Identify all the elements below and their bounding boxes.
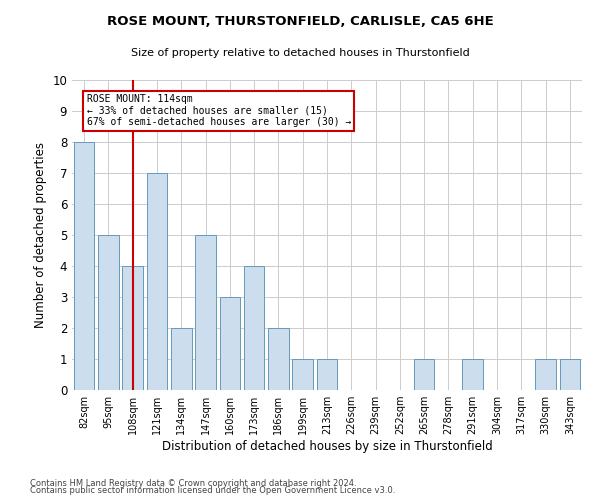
Bar	[171, 328, 191, 390]
Bar	[268, 328, 289, 390]
Text: Size of property relative to detached houses in Thurstonfield: Size of property relative to detached ho…	[131, 48, 469, 58]
Bar	[463, 359, 483, 390]
Text: ROSE MOUNT: 114sqm
← 33% of detached houses are smaller (15)
67% of semi-detache: ROSE MOUNT: 114sqm ← 33% of detached hou…	[86, 94, 351, 127]
X-axis label: Distribution of detached houses by size in Thurstonfield: Distribution of detached houses by size …	[161, 440, 493, 453]
Text: ROSE MOUNT, THURSTONFIELD, CARLISLE, CA5 6HE: ROSE MOUNT, THURSTONFIELD, CARLISLE, CA5…	[107, 15, 493, 28]
Bar	[195, 235, 216, 390]
Text: Contains public sector information licensed under the Open Government Licence v3: Contains public sector information licen…	[30, 486, 395, 495]
Bar	[317, 359, 337, 390]
Bar	[122, 266, 143, 390]
Y-axis label: Number of detached properties: Number of detached properties	[34, 142, 47, 328]
Bar	[292, 359, 313, 390]
Bar	[560, 359, 580, 390]
Bar	[414, 359, 434, 390]
Bar	[535, 359, 556, 390]
Bar	[146, 173, 167, 390]
Bar	[74, 142, 94, 390]
Bar	[98, 235, 119, 390]
Bar	[244, 266, 265, 390]
Text: Contains HM Land Registry data © Crown copyright and database right 2024.: Contains HM Land Registry data © Crown c…	[30, 478, 356, 488]
Bar	[220, 297, 240, 390]
